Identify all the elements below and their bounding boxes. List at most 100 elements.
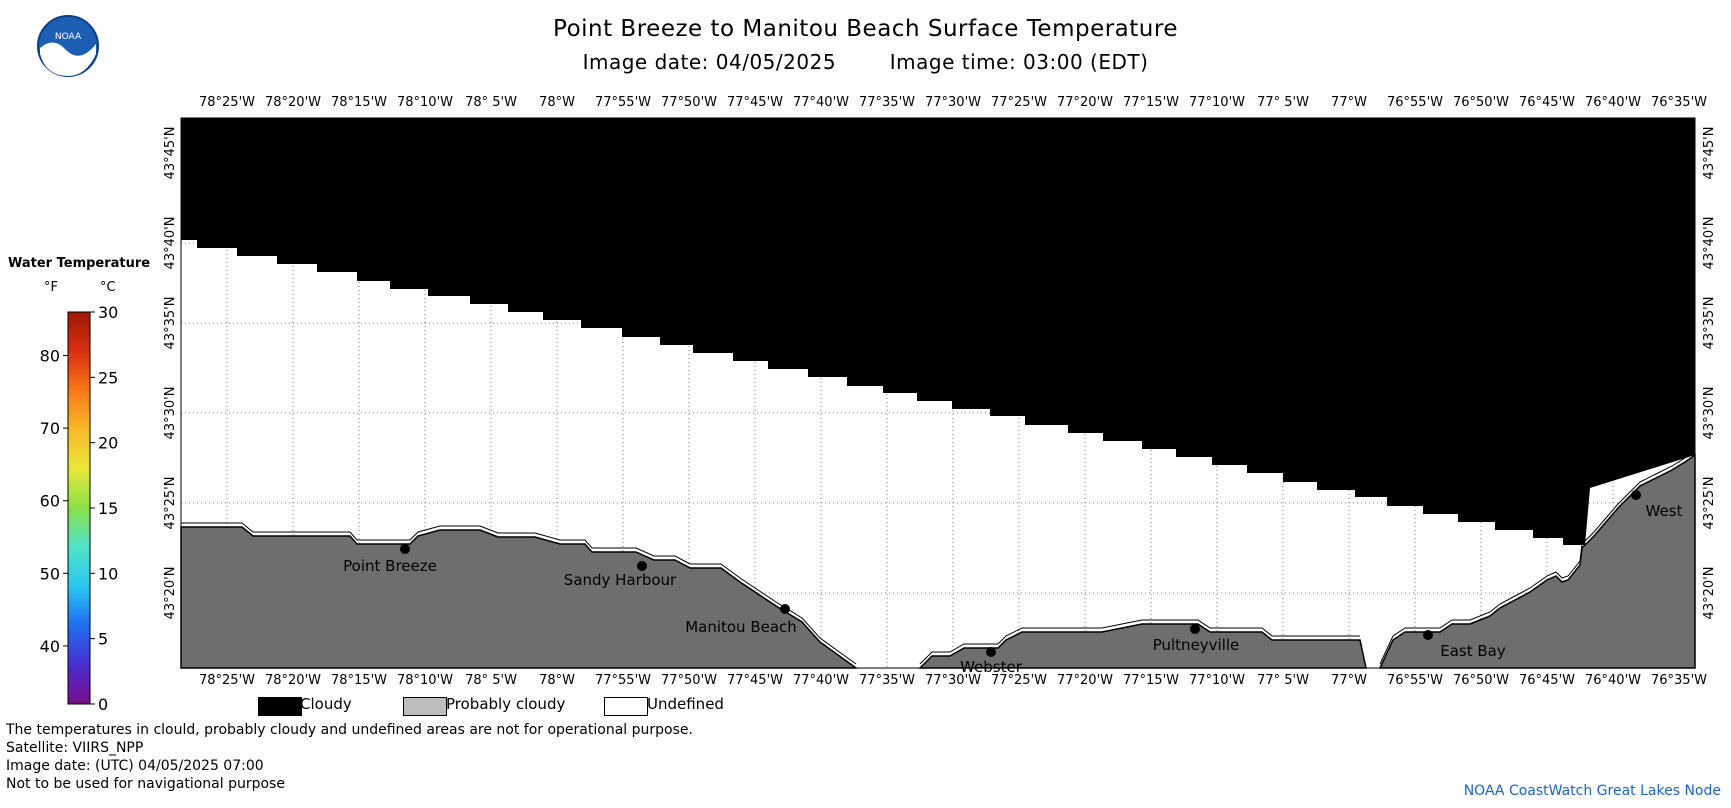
place-label: West bbox=[1646, 502, 1683, 520]
longitude-label-top: 77° 5'W bbox=[1257, 95, 1309, 110]
longitude-label-top: 76°55'W bbox=[1387, 95, 1443, 110]
longitude-label-top: 77°35'W bbox=[859, 95, 915, 110]
place-marker bbox=[1423, 630, 1433, 640]
map-title: Point Breeze to Manitou Beach Surface Te… bbox=[553, 16, 1178, 42]
legend-label-undefined: Undefined bbox=[647, 695, 724, 713]
celsius-tick-label: 5 bbox=[98, 630, 108, 649]
longitude-label-top: 77°20'W bbox=[1057, 95, 1113, 110]
place-label: Pultneyville bbox=[1153, 636, 1240, 654]
longitude-label-bottom: 76°35'W bbox=[1651, 673, 1707, 688]
footnote-navigation: Not to be used for navigational purpose bbox=[6, 776, 285, 792]
longitude-label-top: 77°55'W bbox=[595, 95, 651, 110]
color-scale-title: Water Temperature bbox=[8, 256, 151, 271]
longitude-label-bottom: 77°45'W bbox=[727, 673, 783, 688]
longitude-label-bottom: 76°40'W bbox=[1585, 673, 1641, 688]
longitude-label-top: 76°40'W bbox=[1585, 95, 1641, 110]
longitude-label-top: 76°45'W bbox=[1519, 95, 1575, 110]
longitude-label-top: 78°25'W bbox=[199, 95, 255, 110]
legend-label-probably-cloudy: Probably cloudy bbox=[446, 695, 566, 713]
place-marker bbox=[400, 544, 410, 554]
place-marker bbox=[637, 561, 647, 571]
image-date: Image date: 04/05/2025 bbox=[582, 50, 837, 74]
longitude-label-bottom: 77°30'W bbox=[925, 673, 981, 688]
footnote-satellite: Satellite: VIIRS_NPP bbox=[6, 740, 144, 756]
unit-celsius: °C bbox=[100, 280, 116, 295]
celsius-tick-label: 15 bbox=[98, 499, 118, 518]
longitude-label-top: 78°15'W bbox=[331, 95, 387, 110]
celsius-tick-label: 10 bbox=[98, 564, 118, 583]
fahrenheit-tick-label: 80 bbox=[40, 347, 60, 366]
longitude-label-bottom: 76°45'W bbox=[1519, 673, 1575, 688]
footnote-disclaimer: The temperatures in clould, probably clo… bbox=[6, 722, 693, 738]
latitude-label-right: 43°20'N bbox=[1702, 567, 1717, 620]
latitude-label-left: 43°20'N bbox=[163, 567, 178, 620]
fahrenheit-tick-label: 60 bbox=[40, 492, 60, 511]
longitude-label-top: 77°40'W bbox=[793, 95, 849, 110]
longitude-label-top: 77°15'W bbox=[1123, 95, 1179, 110]
longitude-label-top: 77°30'W bbox=[925, 95, 981, 110]
longitude-label-top: 77°25'W bbox=[991, 95, 1047, 110]
legend-swatch-probably-cloudy bbox=[403, 697, 447, 716]
longitude-label-top: 76°35'W bbox=[1651, 95, 1707, 110]
longitude-label-bottom: 77°10'W bbox=[1189, 673, 1245, 688]
noaa-logo-icon: NOAA bbox=[37, 15, 99, 77]
place-label: Sandy Harbour bbox=[564, 571, 677, 589]
longitude-label-bottom: 77°35'W bbox=[859, 673, 915, 688]
longitude-label-bottom: 78°10'W bbox=[397, 673, 453, 688]
longitude-label-bottom: 78° 5'W bbox=[465, 673, 517, 688]
longitude-label-top: 78°W bbox=[539, 95, 575, 110]
latitude-label-left: 43°35'N bbox=[163, 297, 178, 350]
land-west-coast bbox=[181, 522, 857, 665]
legend-swatch-cloudy bbox=[258, 697, 302, 716]
latitude-label-left: 43°40'N bbox=[163, 217, 178, 270]
longitude-label-top: 77°W bbox=[1331, 95, 1367, 110]
legend-swatch-undefined bbox=[604, 697, 648, 716]
fahrenheit-tick-label: 70 bbox=[40, 419, 60, 438]
longitude-label-bottom: 76°55'W bbox=[1387, 673, 1443, 688]
logo-text: NOAA bbox=[55, 32, 82, 42]
credit-link[interactable]: NOAA CoastWatch Great Lakes Node bbox=[1463, 783, 1721, 799]
celsius-tick-label: 0 bbox=[98, 695, 108, 714]
place-marker bbox=[986, 647, 996, 657]
longitude-label-bottom: 77°W bbox=[1331, 673, 1367, 688]
celsius-tick-label: 25 bbox=[98, 368, 118, 387]
longitude-label-bottom: 77°55'W bbox=[595, 673, 651, 688]
longitude-label-bottom: 77°20'W bbox=[1057, 673, 1113, 688]
land-west bbox=[180, 526, 859, 669]
legend-label-cloudy: Cloudy bbox=[300, 695, 352, 713]
image-time: Image time: 03:00 (EDT) bbox=[889, 50, 1149, 74]
place-label: Manitou Beach bbox=[685, 618, 797, 636]
unit-fahrenheit: °F bbox=[44, 280, 58, 295]
footnote-utc-date: Image date: (UTC) 04/05/2025 07:00 bbox=[6, 758, 264, 774]
longitude-label-bottom: 78°20'W bbox=[265, 673, 321, 688]
place-label: Webster bbox=[960, 658, 1023, 676]
latitude-label-right: 43°30'N bbox=[1702, 387, 1717, 440]
land-east bbox=[1378, 453, 1696, 669]
land-middle-coast bbox=[919, 619, 1360, 665]
latitude-label-right: 43°35'N bbox=[1702, 297, 1717, 350]
longitude-label-bottom: 76°50'W bbox=[1453, 673, 1509, 688]
longitude-label-top: 77°50'W bbox=[661, 95, 717, 110]
land-middle bbox=[918, 623, 1367, 669]
longitude-label-bottom: 77°15'W bbox=[1123, 673, 1179, 688]
longitude-label-bottom: 78°25'W bbox=[199, 673, 255, 688]
longitude-label-top: 78° 5'W bbox=[465, 95, 517, 110]
latitude-label-left: 43°30'N bbox=[163, 387, 178, 440]
latitude-label-right: 43°45'N bbox=[1702, 127, 1717, 180]
place-marker bbox=[1631, 490, 1641, 500]
color-scale-rect bbox=[67, 311, 91, 705]
fahrenheit-tick-label: 50 bbox=[40, 564, 60, 583]
longitude-label-top: 78°10'W bbox=[397, 95, 453, 110]
longitude-label-bottom: 77°25'W bbox=[991, 673, 1047, 688]
longitude-label-bottom: 77°40'W bbox=[793, 673, 849, 688]
footnotes: The temperatures in clould, probably clo… bbox=[6, 721, 693, 793]
longitude-label-top: 76°50'W bbox=[1453, 95, 1509, 110]
place-label: East Bay bbox=[1440, 642, 1506, 660]
latitude-label-left: 43°45'N bbox=[163, 127, 178, 180]
longitude-label-bottom: 78°15'W bbox=[331, 673, 387, 688]
latitude-label-left: 43°25'N bbox=[163, 477, 178, 530]
longitude-label-top: 78°20'W bbox=[265, 95, 321, 110]
fahrenheit-tick-label: 40 bbox=[40, 637, 60, 656]
